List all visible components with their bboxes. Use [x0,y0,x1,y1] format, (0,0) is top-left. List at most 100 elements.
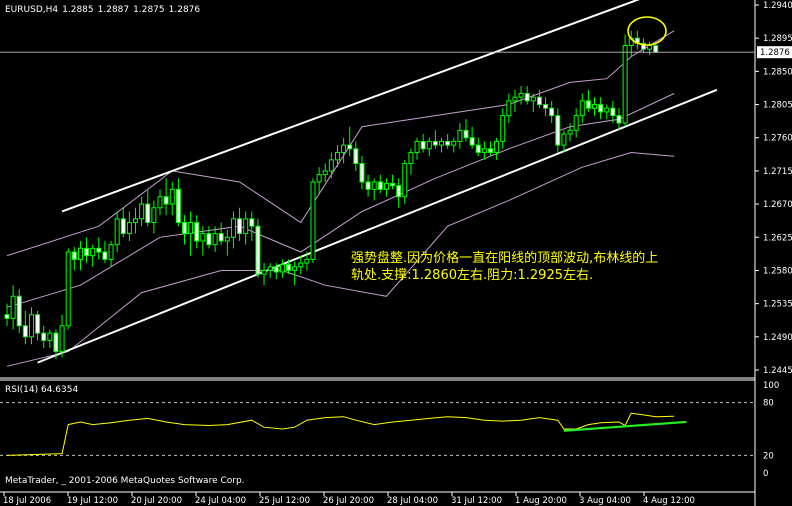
candle-body-bear [41,332,47,342]
candle-body-bear [585,100,591,109]
candle-body-bull [230,218,236,238]
candle [59,314,65,358]
candle [28,307,34,345]
candle-body-bull [518,92,524,98]
rsi-line [6,412,675,456]
candle [414,137,420,160]
candle [622,34,628,127]
header-close: 1.2876 [169,5,201,15]
candle [604,104,610,120]
price-tick-label: 1.2535 [763,300,792,310]
candle-body-bear [396,185,402,198]
channel-lower-line [37,88,718,364]
candle [359,156,365,190]
price-tick-label: 1.2715 [763,167,792,177]
candle-body-bull [133,218,139,224]
candle [237,207,243,241]
candle-body-bear [543,104,549,109]
candle-body-bear [120,218,126,235]
candle-body-bull [500,115,506,142]
header-open: 1.2885 [62,5,94,15]
candle-body-bear [616,115,622,124]
candle-body-bull [108,244,114,260]
candle-body-bear [353,148,359,165]
candle-body-bull [65,251,71,327]
candle [206,226,212,249]
candle-body-bull [402,163,408,198]
candle-body-bear [22,325,28,338]
candle-body-bull [341,144,347,153]
candle-body-bull [334,151,340,161]
candle-body-bull [200,233,206,242]
candle [261,263,267,286]
price-tick-label: 1.2895 [763,34,792,44]
highlight-ellipse [627,16,667,46]
candle [114,211,120,253]
candle [310,178,316,264]
candle-body-bull [622,45,628,124]
candle-body-bull [481,148,487,153]
candle [273,263,279,280]
candle [316,167,322,194]
candle [224,229,230,256]
candle-body-bull [298,262,304,268]
candle [506,93,512,123]
symbol-header: EURUSD,H4 1.2885 1.2887 1.2875 1.2876 [5,5,200,15]
candle-body-bear [53,332,59,353]
footer-copyright: MetaTrader, _ 2001-2006 MetaQuotes Softw… [5,476,245,486]
candle [181,215,187,245]
candle [610,100,616,123]
bollinger-upper-band [6,30,675,257]
candle [549,100,555,123]
price-tick-label: 1.2760 [763,134,792,144]
time-tick-label: 4 Aug 12:00 [643,496,695,506]
candle [218,222,224,245]
candle [292,261,298,286]
candle [512,89,518,112]
rsi-tick-label: 80 [763,399,774,409]
candle-body-bear [237,218,243,235]
candle [16,288,22,334]
candle [212,226,218,253]
candle [524,86,530,105]
candle [341,137,347,164]
candle [469,126,475,149]
candle-body-bull [439,140,445,146]
candle [494,137,500,160]
candle [126,211,132,241]
candle [71,246,77,271]
candle [616,108,622,131]
candles[interactable] [4,30,659,359]
candle-body-bull [151,207,157,224]
candle [500,108,506,149]
candle [426,137,432,157]
candle-body-bear [549,107,555,117]
candle [592,97,598,116]
candle-body-bear [286,264,292,271]
time-tick-label: 31 Jul 12:00 [451,496,502,506]
candle [102,240,108,264]
candle-body-bull [261,269,267,275]
candle [420,134,426,153]
candle-body-bull [561,133,567,146]
price-tick-label: 1.2805 [763,101,792,111]
header-high: 1.2887 [98,5,130,15]
candle [536,89,542,109]
candle [457,122,463,149]
candle [463,119,469,142]
candle-body-bear [463,129,469,139]
candle-body-bear [273,266,279,273]
candle-body-bull [579,100,585,117]
candle-body-bear [475,144,481,153]
candle [120,207,126,238]
candle-body-bear [255,225,261,275]
time-tick-label: 18 Jul 2006 [3,496,51,506]
candle-body-bear [163,196,169,205]
candle [194,215,200,249]
rsi-panel: 100 80 20 0 [0,381,779,479]
time-tick-label: 25 Jul 12:00 [259,496,310,506]
candle-body-bull [408,151,414,165]
candle [151,200,157,234]
candle-body-bear [640,42,646,50]
